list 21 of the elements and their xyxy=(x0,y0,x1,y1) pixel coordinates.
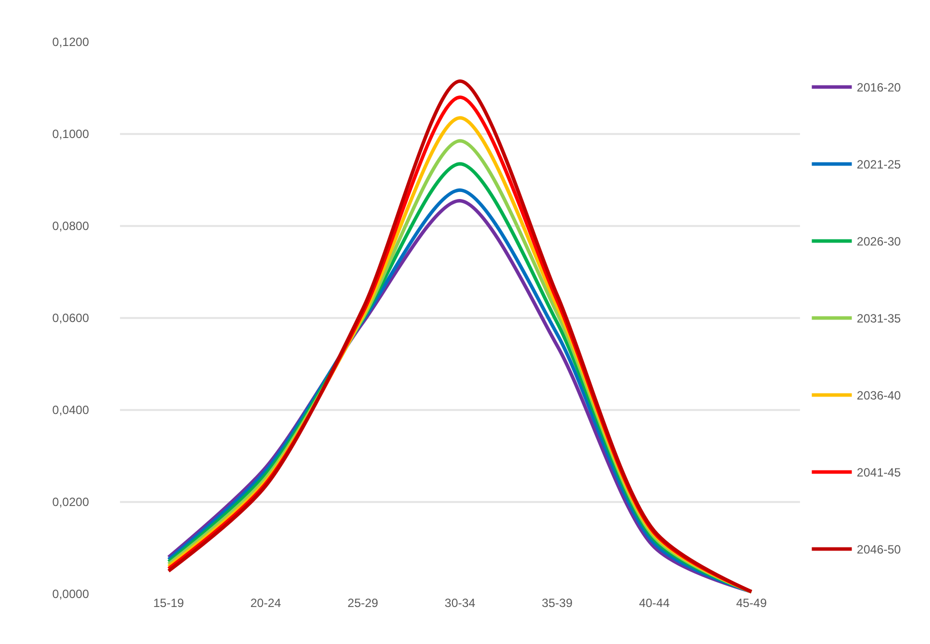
legend-label: 2021-25 xyxy=(856,158,902,172)
x-tick-label: 25-29 xyxy=(348,596,379,610)
legend-label: 2031-35 xyxy=(856,312,902,326)
y-tick-label: 0,0800 xyxy=(52,219,90,234)
y-tick-label: 0,1200 xyxy=(52,35,90,50)
legend-label: 2046-50 xyxy=(856,542,902,557)
y-tick-label: 0,1000 xyxy=(52,127,90,142)
y-tick-label: 0,0000 xyxy=(52,587,90,602)
x-tick-label: 40-44 xyxy=(638,596,670,610)
legend-label: 2026-30 xyxy=(856,234,902,249)
x-tick-label: 15-19 xyxy=(153,596,184,610)
y-tick-label: 0,0600 xyxy=(52,311,90,326)
x-tick-label: 35-39 xyxy=(542,596,573,610)
legend-label: 2041-45 xyxy=(856,466,902,480)
x-tick-label: 20-24 xyxy=(250,596,282,610)
y-tick-label: 0,0200 xyxy=(52,495,90,510)
legend-label: 2016-20 xyxy=(856,80,902,95)
x-tick-label: 45-49 xyxy=(736,596,768,610)
y-tick-label: 0,0400 xyxy=(52,403,90,418)
x-tick-label: 30-34 xyxy=(444,596,476,610)
legend-label: 2036-40 xyxy=(856,388,902,403)
